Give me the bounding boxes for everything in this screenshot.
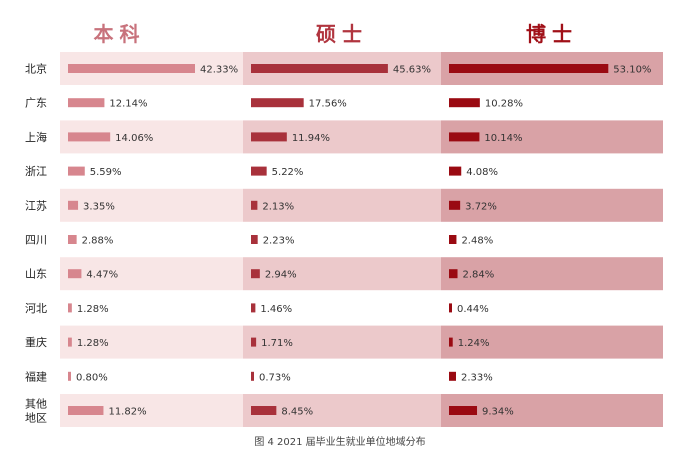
value-label: 2.13% — [262, 201, 294, 212]
bar — [449, 166, 462, 176]
bar — [449, 337, 453, 347]
category-label: 广东 — [25, 97, 47, 110]
bar — [68, 303, 72, 313]
bar — [68, 371, 71, 381]
value-label: 11.82% — [108, 407, 146, 418]
category-label: 福建 — [25, 369, 47, 383]
value-label: 53.10% — [613, 65, 651, 76]
value-label: 2.94% — [265, 270, 297, 281]
bar — [449, 98, 480, 108]
value-label: 42.33% — [200, 65, 238, 76]
value-label: 14.06% — [115, 133, 153, 144]
bar — [449, 132, 480, 142]
category-label: 浙江 — [25, 165, 47, 178]
bar — [68, 64, 195, 73]
row-band — [441, 188, 663, 222]
category-label: 河北 — [25, 302, 47, 315]
value-label: 1.28% — [77, 338, 109, 349]
bars — [68, 64, 609, 415]
bar — [68, 132, 111, 142]
bar — [68, 235, 77, 244]
value-label: 1.46% — [260, 304, 292, 315]
category-label: 其他 — [25, 398, 47, 411]
bar — [251, 98, 304, 108]
column-headers: 本科 硕士 博士 — [94, 22, 578, 46]
bar — [68, 98, 105, 108]
row-band — [60, 188, 243, 222]
value-label: 1.24% — [458, 338, 490, 349]
value-label: 4.08% — [466, 167, 498, 178]
bar — [68, 200, 79, 210]
bar — [449, 269, 458, 279]
category-label: 重庆 — [25, 335, 47, 349]
value-label: 3.35% — [83, 201, 115, 212]
bar — [449, 235, 457, 244]
bar — [251, 269, 260, 279]
row-band — [441, 394, 663, 427]
value-label: 3.72% — [465, 201, 497, 212]
value-label: 4.47% — [86, 270, 118, 281]
value-label: 2.84% — [463, 270, 495, 281]
category-label: 山东 — [25, 268, 47, 281]
row-band — [243, 257, 441, 291]
bar — [68, 337, 72, 347]
bar — [251, 235, 258, 244]
row-band — [441, 257, 663, 291]
bar — [449, 303, 452, 313]
value-label: 17.56% — [309, 99, 347, 110]
value-label: 2.23% — [263, 236, 295, 247]
value-label: 11.94% — [292, 133, 330, 144]
value-labels: 42.33% 12.14% 14.06% 5.59% 3.35% 2.88% 4.47% 1.… — [76, 65, 651, 418]
value-label: 1.28% — [77, 304, 109, 315]
series-header: 硕士 — [316, 22, 368, 46]
row-band — [60, 325, 243, 359]
bar — [251, 371, 254, 381]
bar — [449, 371, 456, 381]
value-label: 0.80% — [76, 372, 108, 383]
value-label: 2.48% — [461, 236, 493, 247]
value-label: 10.14% — [484, 133, 522, 144]
value-label: 9.34% — [482, 407, 514, 418]
category-label: 地区 — [25, 412, 47, 425]
value-label: 10.28% — [485, 99, 523, 110]
bar — [68, 166, 85, 176]
value-label: 2.88% — [82, 236, 114, 247]
row-band — [243, 188, 441, 222]
bar — [68, 269, 82, 279]
bar — [251, 337, 257, 347]
category-label: 上海 — [25, 130, 47, 144]
value-label: 2.33% — [461, 372, 493, 383]
value-label: 12.14% — [109, 99, 147, 110]
category-label: 江苏 — [25, 199, 47, 212]
bar — [251, 406, 277, 415]
row-band — [60, 257, 243, 291]
value-label: 0.73% — [259, 372, 291, 383]
value-label: 5.22% — [272, 167, 304, 178]
value-label: 8.45% — [281, 407, 313, 418]
value-label: 5.59% — [90, 167, 122, 178]
value-label: 0.44% — [457, 304, 489, 315]
bar — [449, 200, 461, 210]
row-band — [441, 325, 663, 359]
bar — [251, 303, 256, 313]
value-label: 1.71% — [261, 338, 293, 349]
category-label: 北京 — [25, 62, 47, 76]
series-header: 博士 — [526, 22, 578, 46]
series-header: 本科 — [94, 22, 146, 46]
bar — [251, 64, 388, 73]
bar — [251, 200, 258, 210]
bar — [449, 64, 609, 73]
category-label: 四川 — [25, 234, 47, 247]
bar — [449, 406, 478, 415]
row-bands — [60, 52, 663, 427]
bar — [251, 166, 267, 176]
row-band — [243, 325, 441, 359]
bar — [68, 406, 104, 415]
figure-caption: 图 4 2021 届毕业生就业单位地域分布 — [254, 435, 425, 448]
bar — [251, 132, 287, 142]
value-label: 45.63% — [393, 65, 431, 76]
